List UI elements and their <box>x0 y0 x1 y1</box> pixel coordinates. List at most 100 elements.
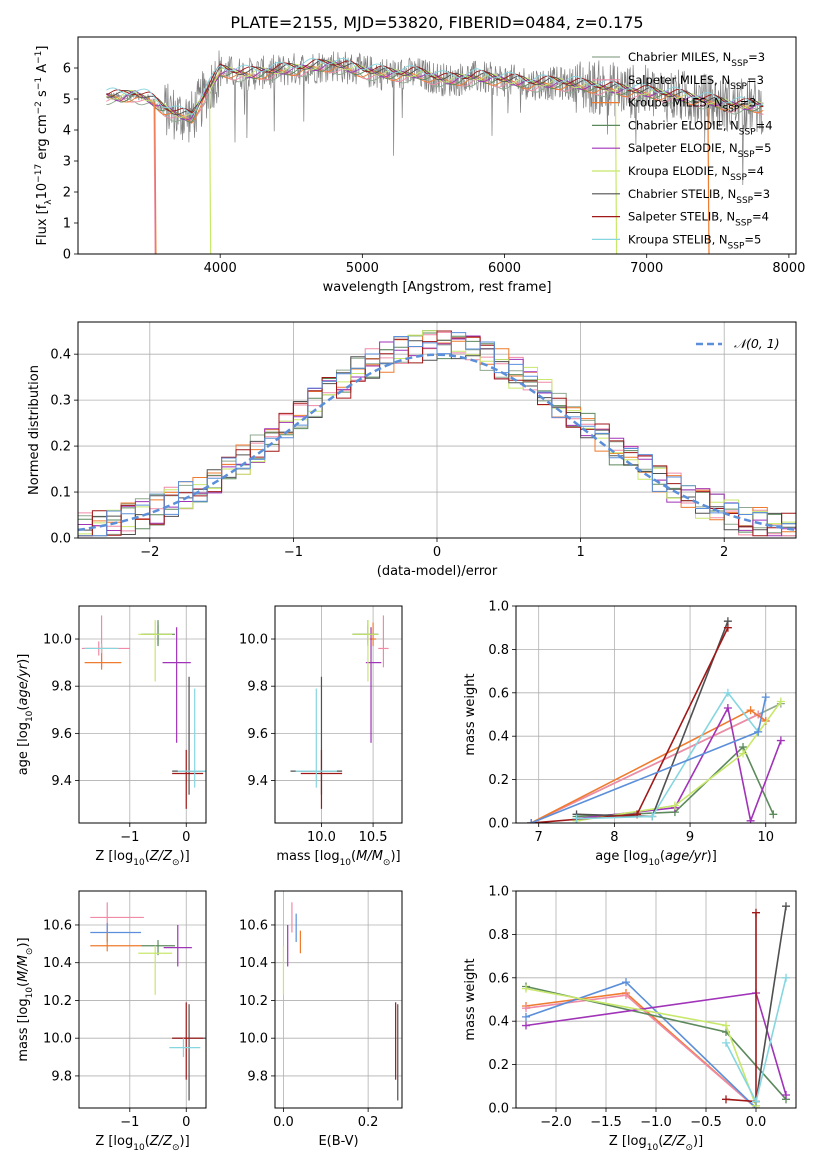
legend-entry: Salpeter STELIB, NSSP=4 <box>628 210 769 229</box>
x-tick-label: 1 <box>576 545 584 560</box>
y-tick-label: 1 <box>63 217 71 232</box>
y-tick-label: 10.6 <box>43 918 72 933</box>
axes-frame <box>78 605 207 824</box>
plot-area <box>282 902 399 1101</box>
model-line <box>106 62 764 123</box>
x-axis-label: wavelength [Angstrom, rest frame] <box>323 280 552 295</box>
y-tick-label: 6 <box>63 62 71 77</box>
y-tick-label: 0.3 <box>50 394 71 409</box>
weight-marker <box>723 688 732 697</box>
legend-entry: Kroupa MILES, NSSP=3 <box>628 96 756 115</box>
x-tick-label: −1.5 <box>590 1115 622 1130</box>
plot-area <box>290 615 389 809</box>
x-tick-label: −1.0 <box>640 1115 672 1130</box>
y-tick-label: 10.0 <box>43 1032 72 1047</box>
y-tick-label: 10.4 <box>43 956 72 971</box>
y-tick-label: 0.0 <box>50 532 71 547</box>
weight-marker <box>522 984 530 993</box>
y-tick-label: 0.6 <box>488 686 509 701</box>
y-tick-label: 0.1 <box>50 486 71 501</box>
weight-marker <box>622 978 630 987</box>
legend-entry: Kroupa ELODIE, NSSP=4 <box>628 164 764 183</box>
weight-marker <box>776 697 785 706</box>
x-tick-label: 4000 <box>204 261 237 276</box>
y-tick-label: 1.0 <box>488 885 509 900</box>
weight-marker <box>572 814 581 823</box>
y-tick-label: 0.2 <box>50 440 71 455</box>
weight-marker <box>522 1021 530 1030</box>
weight-marker <box>522 1012 530 1021</box>
weight-marker <box>722 1038 730 1047</box>
axes-frame <box>274 605 403 824</box>
x-tick-label: 2 <box>720 545 728 560</box>
model-line <box>106 57 764 116</box>
legend-entry: Chabrier ELODIE, NSSP=4 <box>628 118 773 137</box>
plot-area <box>527 617 785 823</box>
x-tick-label: −1 <box>284 545 303 560</box>
x-tick-label: 0 <box>433 545 441 560</box>
x-tick-label: 7000 <box>630 261 663 276</box>
axes-frame <box>274 890 403 1109</box>
weight-marker <box>761 693 770 702</box>
legend-entry: Salpeter MILES, NSSP=3 <box>628 73 764 92</box>
figure-title: PLATE=2155, MJD=53820, FIBERID=0484, z=0… <box>230 13 643 32</box>
y-tick-label: 0.4 <box>488 730 509 745</box>
x-tick-label: 0.0 <box>273 1115 294 1130</box>
legend-entry: Chabrier STELIB, NSSP=3 <box>628 187 770 206</box>
y-tick-label: 0.8 <box>488 643 509 658</box>
y-tick-label: 9.4 <box>51 774 72 789</box>
y-tick-label: 1.0 <box>488 600 509 615</box>
axes-frame <box>78 890 207 1109</box>
x-tick-label: 7 <box>535 830 543 845</box>
plot-area <box>78 330 796 537</box>
x-tick-label: −1 <box>120 1115 139 1130</box>
x-tick-label: −1 <box>120 830 139 845</box>
axes-frame <box>515 890 797 1109</box>
x-tick-label: 9 <box>686 830 694 845</box>
y-tick-label: 5 <box>63 93 71 108</box>
x-tick-label: 8000 <box>772 261 805 276</box>
legend-entry: Salpeter ELODIE, NSSP=5 <box>628 141 771 160</box>
y-tick-label: 0.4 <box>50 348 71 363</box>
y-tick-label: 3 <box>63 155 71 170</box>
panel-weight_vs_Z: −2.0 −1.5 −1.0 −0.5 0.0 0.0 0.2 0.4 0.6 0.8 1.0 Z [… <box>463 885 797 1153</box>
y-axis-label: mass weight <box>463 958 478 1040</box>
weight-marker <box>648 812 657 821</box>
y-tick-label: 9.4 <box>247 774 268 789</box>
panel-spectrum: 4000 5000 6000 7000 8000 0 1 2 3 4 5 6 wavelength [A… <box>34 36 805 295</box>
panel-residuals: −2 −1 0 1 2 0.0 0.1 0.2 0.3 0.4 𝒩(0, 1) (data-model… <box>27 321 797 579</box>
y-axis-label: age [log10(age/yr)] <box>16 654 35 776</box>
y-tick-label: 9.8 <box>247 1069 268 1084</box>
weight-marker <box>754 727 763 736</box>
x-axis-label: E(B-V) <box>318 1134 358 1149</box>
legend-entry: Chabrier MILES, NSSP=3 <box>628 50 765 69</box>
model-line <box>106 58 764 114</box>
y-tick-label: 10.0 <box>43 633 72 648</box>
y-tick-label: 0.6 <box>488 971 509 986</box>
axes-frame <box>77 36 797 255</box>
y-tick-label: 0.8 <box>488 928 509 943</box>
y-tick-label: 10.4 <box>239 956 268 971</box>
weight-marker <box>622 991 630 1000</box>
x-axis-label: Z [log10(Z/Z⊙)] <box>609 1134 703 1153</box>
weight-line <box>576 691 759 820</box>
plot-area <box>522 902 790 1108</box>
y-tick-label: 10.0 <box>239 633 268 648</box>
y-tick-label: 2 <box>63 186 71 201</box>
x-tick-label: 8 <box>610 830 618 845</box>
weight-marker <box>746 706 755 715</box>
y-axis-label: Normed distribution <box>27 365 42 495</box>
plot-area <box>90 902 206 1101</box>
x-tick-label: −2 <box>140 545 159 560</box>
weight-marker <box>769 810 778 819</box>
weight-marker <box>776 736 785 745</box>
weight-line <box>755 906 787 1102</box>
x-tick-label: 0.2 <box>358 1115 379 1130</box>
model-edge-line <box>153 102 156 254</box>
model-line <box>106 60 764 118</box>
y-tick-label: 0 <box>63 248 71 263</box>
y-tick-label: 0.2 <box>488 1058 509 1073</box>
y-tick-label: 10.6 <box>239 918 268 933</box>
panel-age_vs_Z: −1 0 9.4 9.6 9.8 10.0 Z [log10(Z/Z⊙)] age [log1… <box>16 605 207 868</box>
normal-pdf-line <box>78 353 796 532</box>
